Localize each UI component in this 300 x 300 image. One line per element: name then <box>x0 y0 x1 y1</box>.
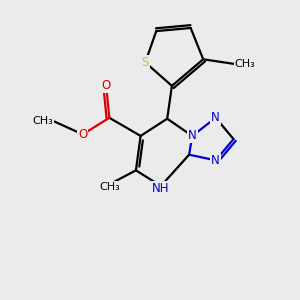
Text: CH₃: CH₃ <box>235 59 255 69</box>
Text: CH₃: CH₃ <box>32 116 53 126</box>
Text: O: O <box>102 80 111 92</box>
Text: CH₃: CH₃ <box>99 182 120 192</box>
Text: S: S <box>142 56 149 69</box>
Text: N: N <box>188 129 197 142</box>
Text: N: N <box>211 111 220 124</box>
Text: N: N <box>211 154 220 167</box>
Text: NH: NH <box>152 182 170 195</box>
Text: O: O <box>78 128 87 141</box>
